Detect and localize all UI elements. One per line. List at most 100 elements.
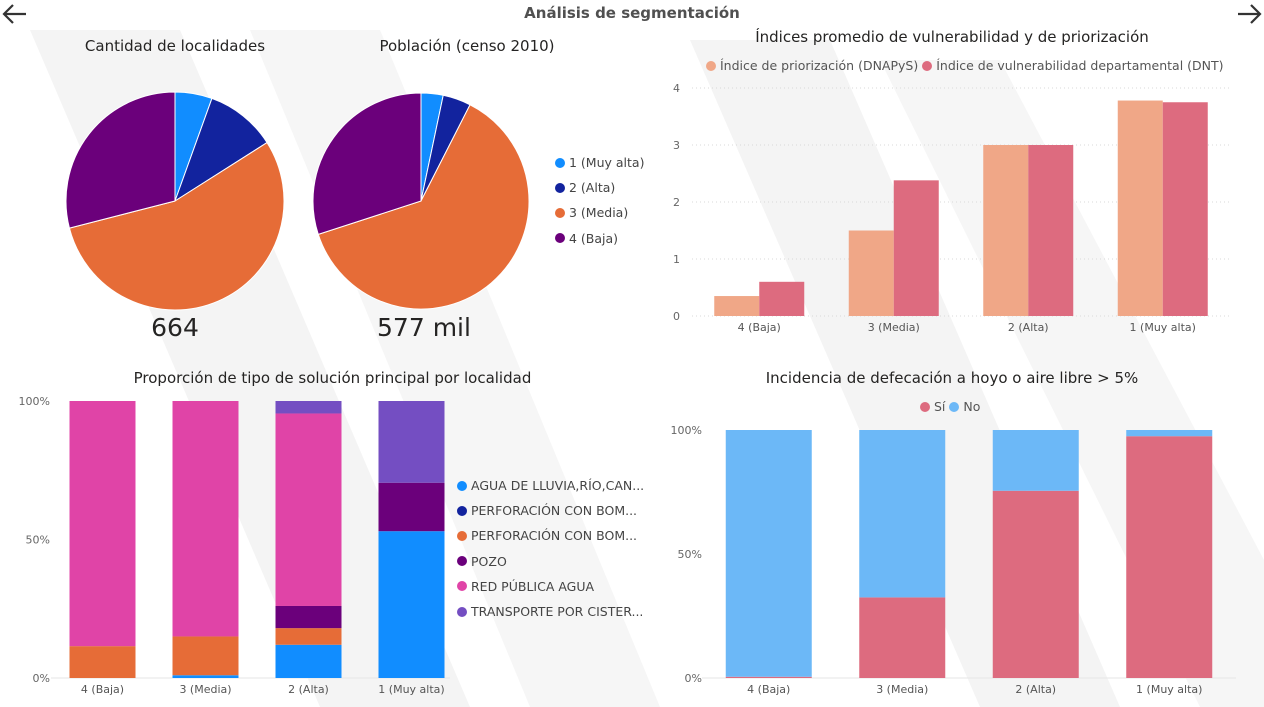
solucion-segment-2-alta-5[interactable] [275,401,342,414]
solucion-legend-label: AGUA DE LLUVIA,RÍO,CAN... [471,478,645,494]
solucion-legend-item-1[interactable]: PERFORACIÓN CON BOM... [457,498,644,523]
solucion-segment-3-media-4[interactable] [172,401,239,637]
indices-legend: Índice de priorización (DNAPyS) Índice de… [706,58,1228,73]
indices-ytick: 1 [673,253,680,266]
solucion-legend-item-0[interactable]: AGUA DE LLUVIA,RÍO,CAN... [457,473,644,498]
pie-localidades-slice-3-media[interactable] [68,141,285,311]
solucion-segment-3-media-2[interactable] [172,636,239,676]
solucion-legend-item-4[interactable]: RED PÚBLICA AGUA [457,574,644,599]
solucion-segment-2-alta-2[interactable] [275,628,342,645]
defecacion-segment-3-media-0[interactable] [859,597,946,678]
indices-legend-item-1[interactable]: Índice de vulnerabilidad departamental (… [922,58,1224,73]
indices-ytick: 3 [673,139,680,152]
solucion-segment-2-alta-0[interactable] [275,644,342,678]
defecacion-xtick: 1 (Muy alta) [1136,683,1202,696]
solucion-legend: AGUA DE LLUVIA,RÍO,CAN... PERFORACIÓN CON… [457,473,644,624]
legend-dot-icon [949,401,960,412]
segment-legend-item-0[interactable]: 1 (Muy alta) [555,150,644,175]
indices-legend-label: Índice de priorización (DNAPyS) [720,58,919,73]
solucion-xtick: 3 (Media) [179,683,231,696]
pie-poblacion-chart[interactable] [308,88,534,314]
pie-localidades-chart[interactable] [60,88,290,314]
defecacion-segment-1-muy-alta-1[interactable] [1126,430,1213,437]
solucion-ytick: 100% [19,395,50,408]
solucion-legend-item-2[interactable]: PERFORACIÓN CON BOM... [457,523,644,548]
indices-bar-4-baja-1[interactable] [759,281,805,316]
indices-bar-3-media-0[interactable] [848,230,894,317]
defecacion-segment-1-muy-alta-0[interactable] [1126,436,1213,678]
indices-xtick: 1 (Muy alta) [1130,321,1196,334]
indices-bar-1-muy-alta-0[interactable] [1117,100,1163,316]
legend-dot-icon [457,505,467,516]
indices-legend-label: Índice de vulnerabilidad departamental (… [936,58,1224,73]
defecacion-legend-item-1[interactable]: No [949,399,980,414]
indices-xtick: 3 (Media) [868,321,920,334]
legend-dot-icon [922,60,933,71]
defecacion-xtick: 2 (Alta) [1015,683,1056,696]
pie-poblacion-slice-3-media[interactable] [317,104,530,310]
solucion-segment-4-baja-4[interactable] [69,401,136,647]
solucion-legend-label: PERFORACIÓN CON BOM... [471,528,638,544]
indices-bar-1-muy-alta-1[interactable] [1162,102,1208,316]
solucion-ytick: 50% [26,534,50,547]
defecacion-segment-4-baja-1[interactable] [725,430,812,677]
defecacion-legend-item-0[interactable]: Sí [920,399,945,414]
solucion-xtick: 4 (Baja) [81,683,124,696]
defecacion-segment-3-media-1[interactable] [859,430,946,598]
solucion-chart[interactable]: 0% 50% 100% 4 (Baja) 3 (Media) 2 (Alta) 1 (Muy… [10,392,450,702]
segment-legend-label: 4 (Baja) [569,230,619,246]
pie-localidades-slice-2-alta[interactable] [174,97,268,203]
segment-legend-item-3[interactable]: 4 (Baja) [555,226,644,251]
solucion-segment-1-muy-alta-5[interactable] [378,401,445,483]
solucion-segment-1-muy-alta-0[interactable] [378,531,445,678]
solucion-legend-label: RED PÚBLICA AGUA [471,578,595,594]
defecacion-segment-4-baja-0[interactable] [725,676,812,678]
indices-legend-item-0[interactable]: Índice de priorización (DNAPyS) [706,58,918,73]
solucion-legend-label: POZO [471,553,507,569]
segment-legend: 1 (Muy alta) 2 (Alta) 3 (Media) 4 (Baja) [555,150,644,251]
pie-localidades-slice-4-baja[interactable] [65,91,176,229]
indices-bar-4-baja-0[interactable] [714,296,760,316]
defecacion-xtick: 4 (Baja) [747,683,790,696]
solucion-segment-3-media-0[interactable] [172,675,239,678]
pie-poblacion-title: Población (censo 2010) [379,37,555,55]
pie-poblacion-slice-4-baja[interactable] [312,92,422,236]
solucion-legend-label: TRANSPORTE POR CISTER... [471,604,644,620]
indices-chart[interactable]: 0 1 2 3 4 4 (Baja) 3 (Media) 2 (Alta) 1 (Muy alt… [660,78,1240,340]
defecacion-segment-2-alta-1[interactable] [992,430,1079,491]
legend-dot-icon [920,401,930,412]
indices-xtick: 2 (Alta) [1008,321,1049,334]
solucion-legend-item-5[interactable]: TRANSPORTE POR CISTER... [457,599,644,624]
legend-dot-icon [555,182,565,193]
defecacion-legend-label: No [963,399,981,414]
defecacion-ytick: 50% [678,548,702,561]
legend-dot-icon [457,480,467,491]
solucion-segment-2-alta-4[interactable] [275,413,342,606]
indices-bar-2-alta-1[interactable] [1028,145,1074,316]
defecacion-title: Incidencia de defecación a hoyo o aire l… [765,369,1139,387]
legend-dot-icon [457,530,467,541]
arrow-left-icon [2,4,26,24]
defecacion-chart[interactable]: 0% 50% 100% 4 (Baja) 3 (Media) 2 (Alta) 1 (Muy… [660,420,1240,702]
solucion-title: Proporción de tipo de solución principal… [133,369,532,387]
back-button[interactable] [0,0,30,28]
segment-legend-label: 1 (Muy alta) [569,155,645,171]
legend-dot-icon [457,581,467,592]
forward-button[interactable] [1234,0,1264,28]
segment-legend-item-2[interactable]: 3 (Media) [555,200,644,225]
segment-legend-item-1[interactable]: 2 (Alta) [555,175,644,200]
defecacion-legend: Sí No [920,399,984,414]
defecacion-segment-2-alta-0[interactable] [992,490,1079,678]
indices-title: Índices promedio de vulnerabilidad y de … [755,28,1149,46]
solucion-legend-item-3[interactable]: POZO [457,549,644,574]
legend-dot-icon [457,606,467,617]
indices-bar-3-media-1[interactable] [893,180,939,316]
solucion-segment-2-alta-3[interactable] [275,605,342,629]
indices-bar-2-alta-0[interactable] [983,145,1029,316]
indices-xtick: 4 (Baja) [738,321,781,334]
solucion-ytick: 0% [33,672,50,685]
solucion-segment-4-baja-2[interactable] [69,646,136,678]
solucion-segment-1-muy-alta-3[interactable] [378,482,445,532]
solucion-xtick: 2 (Alta) [288,683,329,696]
legend-dot-icon [706,60,716,71]
